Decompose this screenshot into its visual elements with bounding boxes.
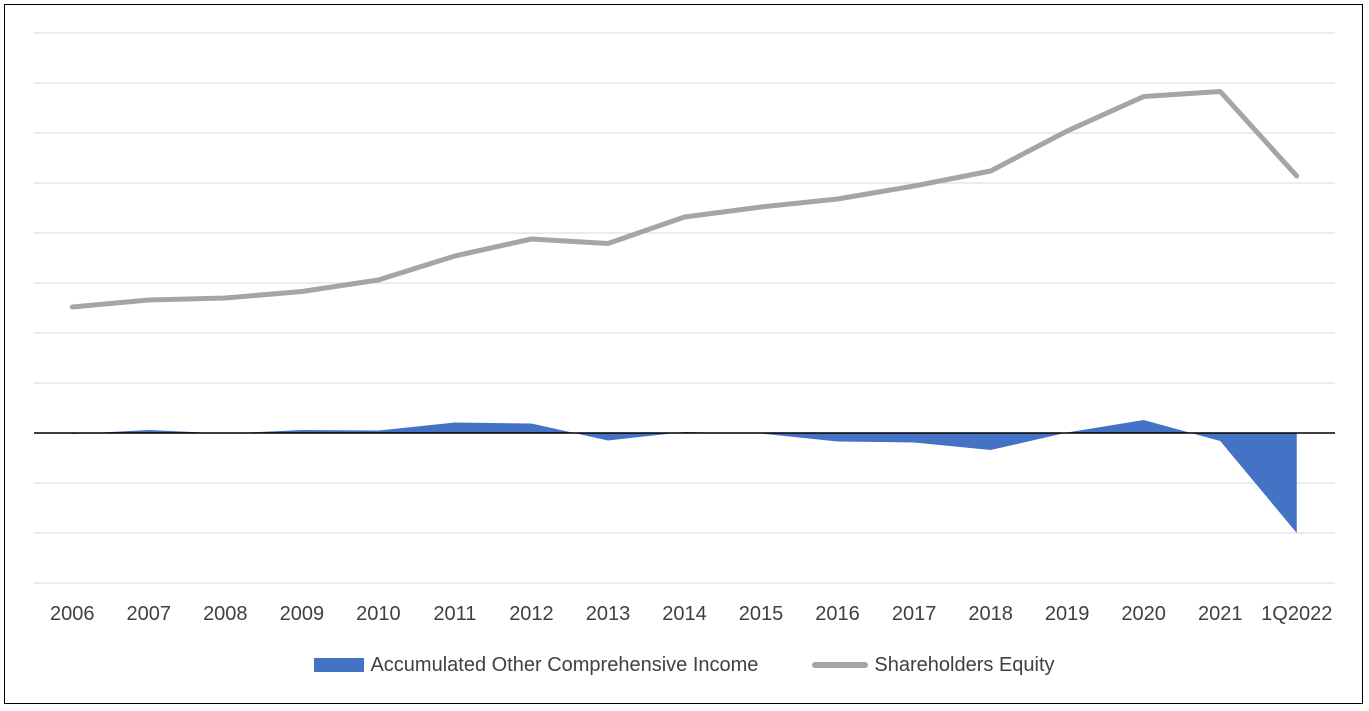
- legend-swatch-shareholders-equity: [812, 662, 869, 668]
- legend-item-aoci: Accumulated Other Comprehensive Income: [314, 654, 758, 677]
- legend: Accumulated Other Comprehensive Income S…: [0, 650, 1369, 680]
- x-tick-label: 2010: [356, 603, 401, 625]
- x-tick-label: 2011: [433, 603, 476, 625]
- x-tick-label: 2012: [509, 603, 554, 625]
- gridlines: [34, 32, 1335, 584]
- series-layer: [34, 89, 1335, 534]
- series-line-shareholders-equity: [69, 89, 1300, 310]
- series-area-aoci: [72, 420, 1297, 533]
- legend-label-shareholders-equity: Shareholders Equity: [874, 653, 1055, 676]
- x-tick-label: 2006: [50, 603, 95, 625]
- legend-swatch-aoci: [314, 658, 365, 672]
- x-tick-label: 2018: [968, 603, 1013, 625]
- x-tick-label: 2019: [1045, 603, 1090, 625]
- x-tick-label: 2020: [1121, 603, 1166, 625]
- x-tick-label: 2009: [280, 603, 325, 625]
- x-tick-label: 2017: [892, 603, 937, 625]
- legend-label-aoci: Accumulated Other Comprehensive Income: [370, 653, 759, 676]
- x-tick-label: 2014: [662, 603, 707, 625]
- x-tick-label: 2021: [1198, 603, 1243, 625]
- x-tick-label: 2008: [203, 603, 248, 625]
- legend-item-shareholders-equity: Shareholders Equity: [812, 653, 1055, 677]
- x-tick-label: 1Q2022: [1261, 603, 1332, 625]
- x-tick-label: 2016: [815, 603, 860, 625]
- x-axis-tick-labels: 2006 2007 2008 2009 2010 2011 2012 2013 2014 2015…: [50, 603, 1332, 625]
- chart-frame: [4, 4, 1363, 704]
- x-tick-label: 2013: [586, 603, 631, 625]
- x-tick-label: 2015: [739, 603, 784, 625]
- x-tick-label: 2007: [127, 603, 172, 625]
